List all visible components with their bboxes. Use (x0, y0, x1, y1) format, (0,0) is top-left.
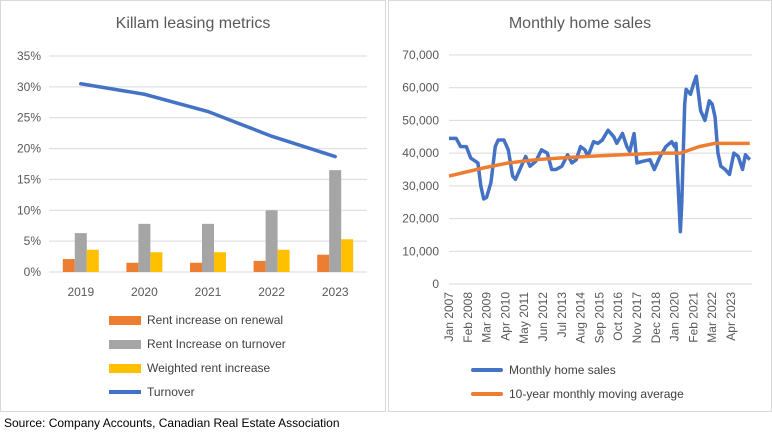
y-tick-label: 20% (17, 142, 41, 156)
bar (253, 260, 266, 272)
x-tick-label: 2023 (322, 285, 349, 299)
y-tick-label: 60,000 (402, 81, 439, 95)
bar (341, 239, 354, 272)
bar (202, 223, 214, 272)
y-tick-label: 5% (24, 234, 42, 248)
y-tick-label: 25% (17, 111, 41, 125)
bar (265, 210, 278, 272)
x-tick-label: 2019 (67, 285, 94, 299)
bar (138, 223, 151, 272)
y-tick-label: 10% (17, 203, 41, 217)
legend-swatch (109, 363, 141, 373)
y-tick-label: 0 (432, 277, 439, 291)
legend-label: 10-year monthly moving average (509, 387, 684, 401)
bar (214, 252, 226, 272)
x-tick-label: Jan 2007 (442, 292, 456, 342)
y-tick-label: 35% (17, 49, 41, 63)
y-tick-label: 10,000 (402, 244, 439, 258)
x-tick-label: May 2011 (517, 292, 531, 344)
legend-label: Rent increase on renewal (147, 313, 284, 327)
legend-item: 10-year monthly moving average (471, 387, 684, 401)
bar (86, 249, 99, 272)
y-tick-label: 20,000 (402, 212, 439, 226)
x-tick-label: 2022 (258, 285, 285, 299)
x-tick-label: Apr 2010 (498, 292, 512, 341)
legend-label: Rent Increase on turnover (147, 337, 286, 351)
home-sales-chart: 0 10,000 20,000 30,000 40,000 50,000 60,000 70,… (402, 48, 752, 344)
x-tick-label: Apr 2023 (724, 292, 738, 341)
x-tick-label: Feb 2008 (461, 292, 475, 343)
x-tick-label: 2021 (195, 285, 222, 299)
killam-chart: 0% 5% 10% 15% 20% 25% 30% 35% 2019 2020 2021 2022 20… (17, 49, 367, 299)
bar (277, 249, 290, 272)
x-tick-label: Jan 2020 (668, 292, 682, 342)
x-tick-label: Feb 2021 (686, 292, 700, 343)
y-tick-label: 50,000 (402, 113, 439, 127)
legend-label: Weighted rent increase (147, 361, 271, 375)
legend-item: Weighted rent increase (109, 361, 270, 375)
home-sales-chart-panel: Monthly home sales 0 10,000 20,000 30,000 40… (388, 0, 772, 412)
legend-label: Turnover (147, 385, 195, 399)
bar (74, 233, 87, 272)
bar (317, 254, 330, 272)
y-tick-label: 15% (17, 172, 41, 186)
legend-item: Rent increase on renewal (109, 313, 283, 327)
bar (150, 252, 163, 272)
bar (62, 259, 75, 272)
x-tick-label: 2020 (131, 285, 158, 299)
bar (190, 262, 202, 272)
x-tick-label: Jun 2012 (536, 292, 550, 342)
legend-label: Monthly home sales (509, 363, 616, 377)
y-tick-label: 30,000 (402, 179, 439, 193)
chart-title: Monthly home sales (508, 15, 652, 32)
legend-swatch (109, 390, 141, 394)
x-tick-label: Jul 2013 (555, 292, 569, 338)
y-tick-label: 0% (24, 265, 42, 279)
bar (126, 262, 139, 272)
y-tick-label: 30% (17, 80, 41, 94)
bar (329, 170, 342, 272)
y-tick-label: 40,000 (402, 146, 439, 160)
y-tick-label: 70,000 (402, 48, 439, 62)
killam-chart-panel: Killam leasing metrics 0% 5% 10% 15% 20% 25% 3… (0, 0, 386, 412)
moving-average-line (448, 141, 750, 178)
x-tick-label: Dec 2018 (649, 292, 663, 344)
legend-swatch (109, 339, 141, 349)
chart-title: Killam leasing metrics (115, 15, 271, 32)
legend-swatch (109, 315, 141, 325)
legend-swatch (471, 392, 503, 396)
x-tick-label: Aug 2014 (574, 292, 588, 344)
x-tick-label: Mar 2022 (705, 292, 719, 343)
source-note: Source: Company Accounts, Canadian Real … (4, 416, 340, 430)
x-tick-label: Sep 2015 (592, 292, 606, 344)
legend-item: Rent Increase on turnover (109, 337, 286, 351)
legend-item: Turnover (109, 385, 195, 399)
legend-item: Monthly home sales (471, 363, 616, 377)
x-tick-label: Nov 2017 (630, 292, 644, 344)
x-tick-label: Mar 2009 (480, 292, 494, 343)
home-sales-line (449, 74, 752, 234)
x-tick-label: Oct 2016 (611, 292, 625, 341)
legend-swatch (471, 368, 503, 372)
turnover-line (79, 82, 337, 159)
